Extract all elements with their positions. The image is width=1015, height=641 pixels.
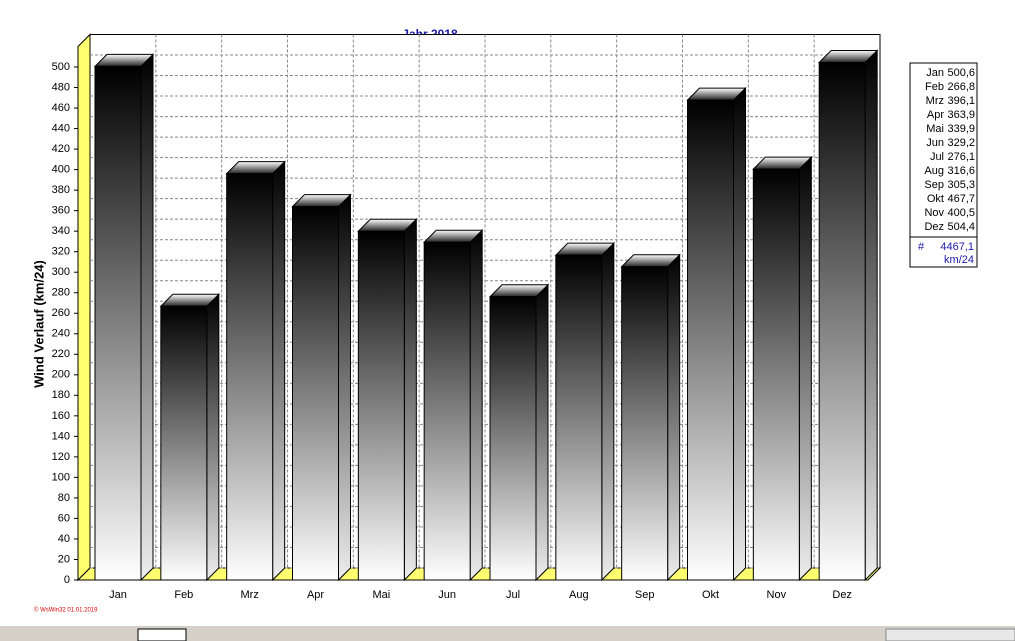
y-tick-label: 420: [52, 143, 70, 155]
bar: [94, 65, 142, 581]
bar-side: [206, 293, 220, 582]
y-tick-label: 280: [52, 287, 70, 299]
status-panel: [885, 628, 1015, 641]
legend-total: 4467,1: [940, 241, 974, 253]
legend-unit: km/24: [944, 254, 974, 266]
legend-symbol: #: [918, 241, 925, 253]
legend-value: 316,6: [947, 165, 975, 177]
x-tick-label: Apr: [307, 589, 324, 601]
bar: [160, 305, 208, 581]
legend-label: Nov: [924, 207, 944, 219]
bar-side: [798, 155, 812, 582]
y-tick-label: 100: [52, 471, 70, 483]
bar-side: [535, 283, 549, 582]
legend-label: Mai: [926, 123, 944, 135]
x-tick-label: Jul: [506, 589, 520, 601]
legend-value: 504,4: [947, 221, 975, 233]
y-tick-label: 480: [52, 81, 70, 93]
bar: [226, 173, 274, 581]
x-tick-label: Sep: [635, 589, 655, 601]
bar: [555, 254, 603, 581]
legend-value: 266,8: [947, 81, 975, 93]
legend-label: Jan: [926, 67, 944, 79]
x-tick-label: Nov: [767, 589, 787, 601]
legend-value: 305,3: [947, 179, 975, 191]
legend-label: Aug: [924, 165, 944, 177]
y-tick-label: 0: [64, 574, 70, 586]
x-tick-label: Feb: [174, 589, 193, 601]
legend-value: 276,1: [947, 151, 975, 163]
x-tick-label: Mai: [372, 589, 390, 601]
footer: © WsWin32 01.01.2019: [34, 607, 98, 614]
legend-label: Sep: [924, 179, 944, 191]
bar: [621, 266, 669, 581]
y-tick-label: 40: [58, 533, 70, 545]
y-tick-label: 200: [52, 369, 70, 381]
bar: [687, 99, 734, 581]
y-tick-label: 400: [52, 164, 70, 176]
bar-side: [864, 49, 878, 582]
y-tick-label: 220: [52, 348, 70, 360]
x-tick-label: Dez: [832, 589, 852, 601]
y-tick-label: 320: [52, 246, 70, 258]
plot-area: 0 20 40 60 80 100 120 140 160 180 200 220 240 260 280 3…: [52, 33, 882, 601]
y-tick-label: 380: [52, 184, 70, 196]
bar: [292, 206, 339, 581]
legend-label: Dez: [924, 221, 944, 233]
bar-side: [469, 229, 483, 582]
bar: [752, 168, 800, 581]
y-tick-label: 460: [52, 102, 70, 114]
bar-side: [140, 53, 154, 582]
y-tick-label: 160: [52, 410, 70, 422]
left-wall: [77, 33, 91, 582]
y-tick-label: 60: [58, 512, 70, 524]
bar-side: [733, 86, 746, 582]
legend-value: 500,6: [947, 67, 975, 79]
y-tick-label: 20: [58, 553, 70, 565]
bar-side: [601, 241, 615, 582]
legend-label: Jun: [926, 137, 944, 149]
legend-value: 400,5: [947, 207, 975, 219]
legend-box: [909, 62, 978, 268]
y-tick-label: 340: [52, 225, 70, 237]
legend-label: Apr: [927, 109, 944, 121]
legend-value: 467,7: [947, 193, 975, 205]
x-tick-label: Mrz: [241, 589, 259, 601]
y-tick-label: 500: [52, 61, 70, 73]
legend-value: 396,1: [947, 95, 975, 107]
legend-value: 363,9: [947, 109, 975, 121]
x-tick-label: Aug: [569, 589, 589, 601]
legend-value: 339,9: [947, 123, 975, 135]
bar: [357, 230, 405, 581]
y-tick-label: 120: [52, 451, 70, 463]
bar-side: [403, 218, 417, 582]
y-tick-label: 260: [52, 307, 70, 319]
bar: [423, 241, 471, 581]
y-tick-label: 180: [52, 389, 70, 401]
legend-label: Jul: [930, 151, 944, 163]
bar-side: [272, 160, 286, 582]
bar: [818, 62, 866, 581]
taskbar-button[interactable]: [137, 628, 187, 641]
legend-label: Okt: [927, 193, 944, 205]
bar-side: [667, 253, 681, 582]
y-tick-label: 80: [58, 492, 70, 504]
y-tick-label: 300: [52, 266, 70, 278]
y-tick-label: 140: [52, 430, 70, 442]
x-tick-label: Jan: [109, 589, 127, 601]
taskbar: [0, 626, 1015, 641]
legend-label: Mrz: [926, 95, 944, 107]
y-axis-title: Wind Verlauf (km/24): [31, 260, 46, 388]
bar-side: [338, 193, 351, 582]
legend-value: 329,2: [947, 137, 975, 149]
legend-label: Feb: [925, 81, 944, 93]
y-tick-label: 440: [52, 122, 70, 134]
y-tick-label: 240: [52, 328, 70, 340]
x-tick-label: Okt: [702, 589, 719, 601]
y-tick-label: 360: [52, 205, 70, 217]
x-tick-label: Jun: [438, 589, 456, 601]
bar: [489, 296, 537, 581]
